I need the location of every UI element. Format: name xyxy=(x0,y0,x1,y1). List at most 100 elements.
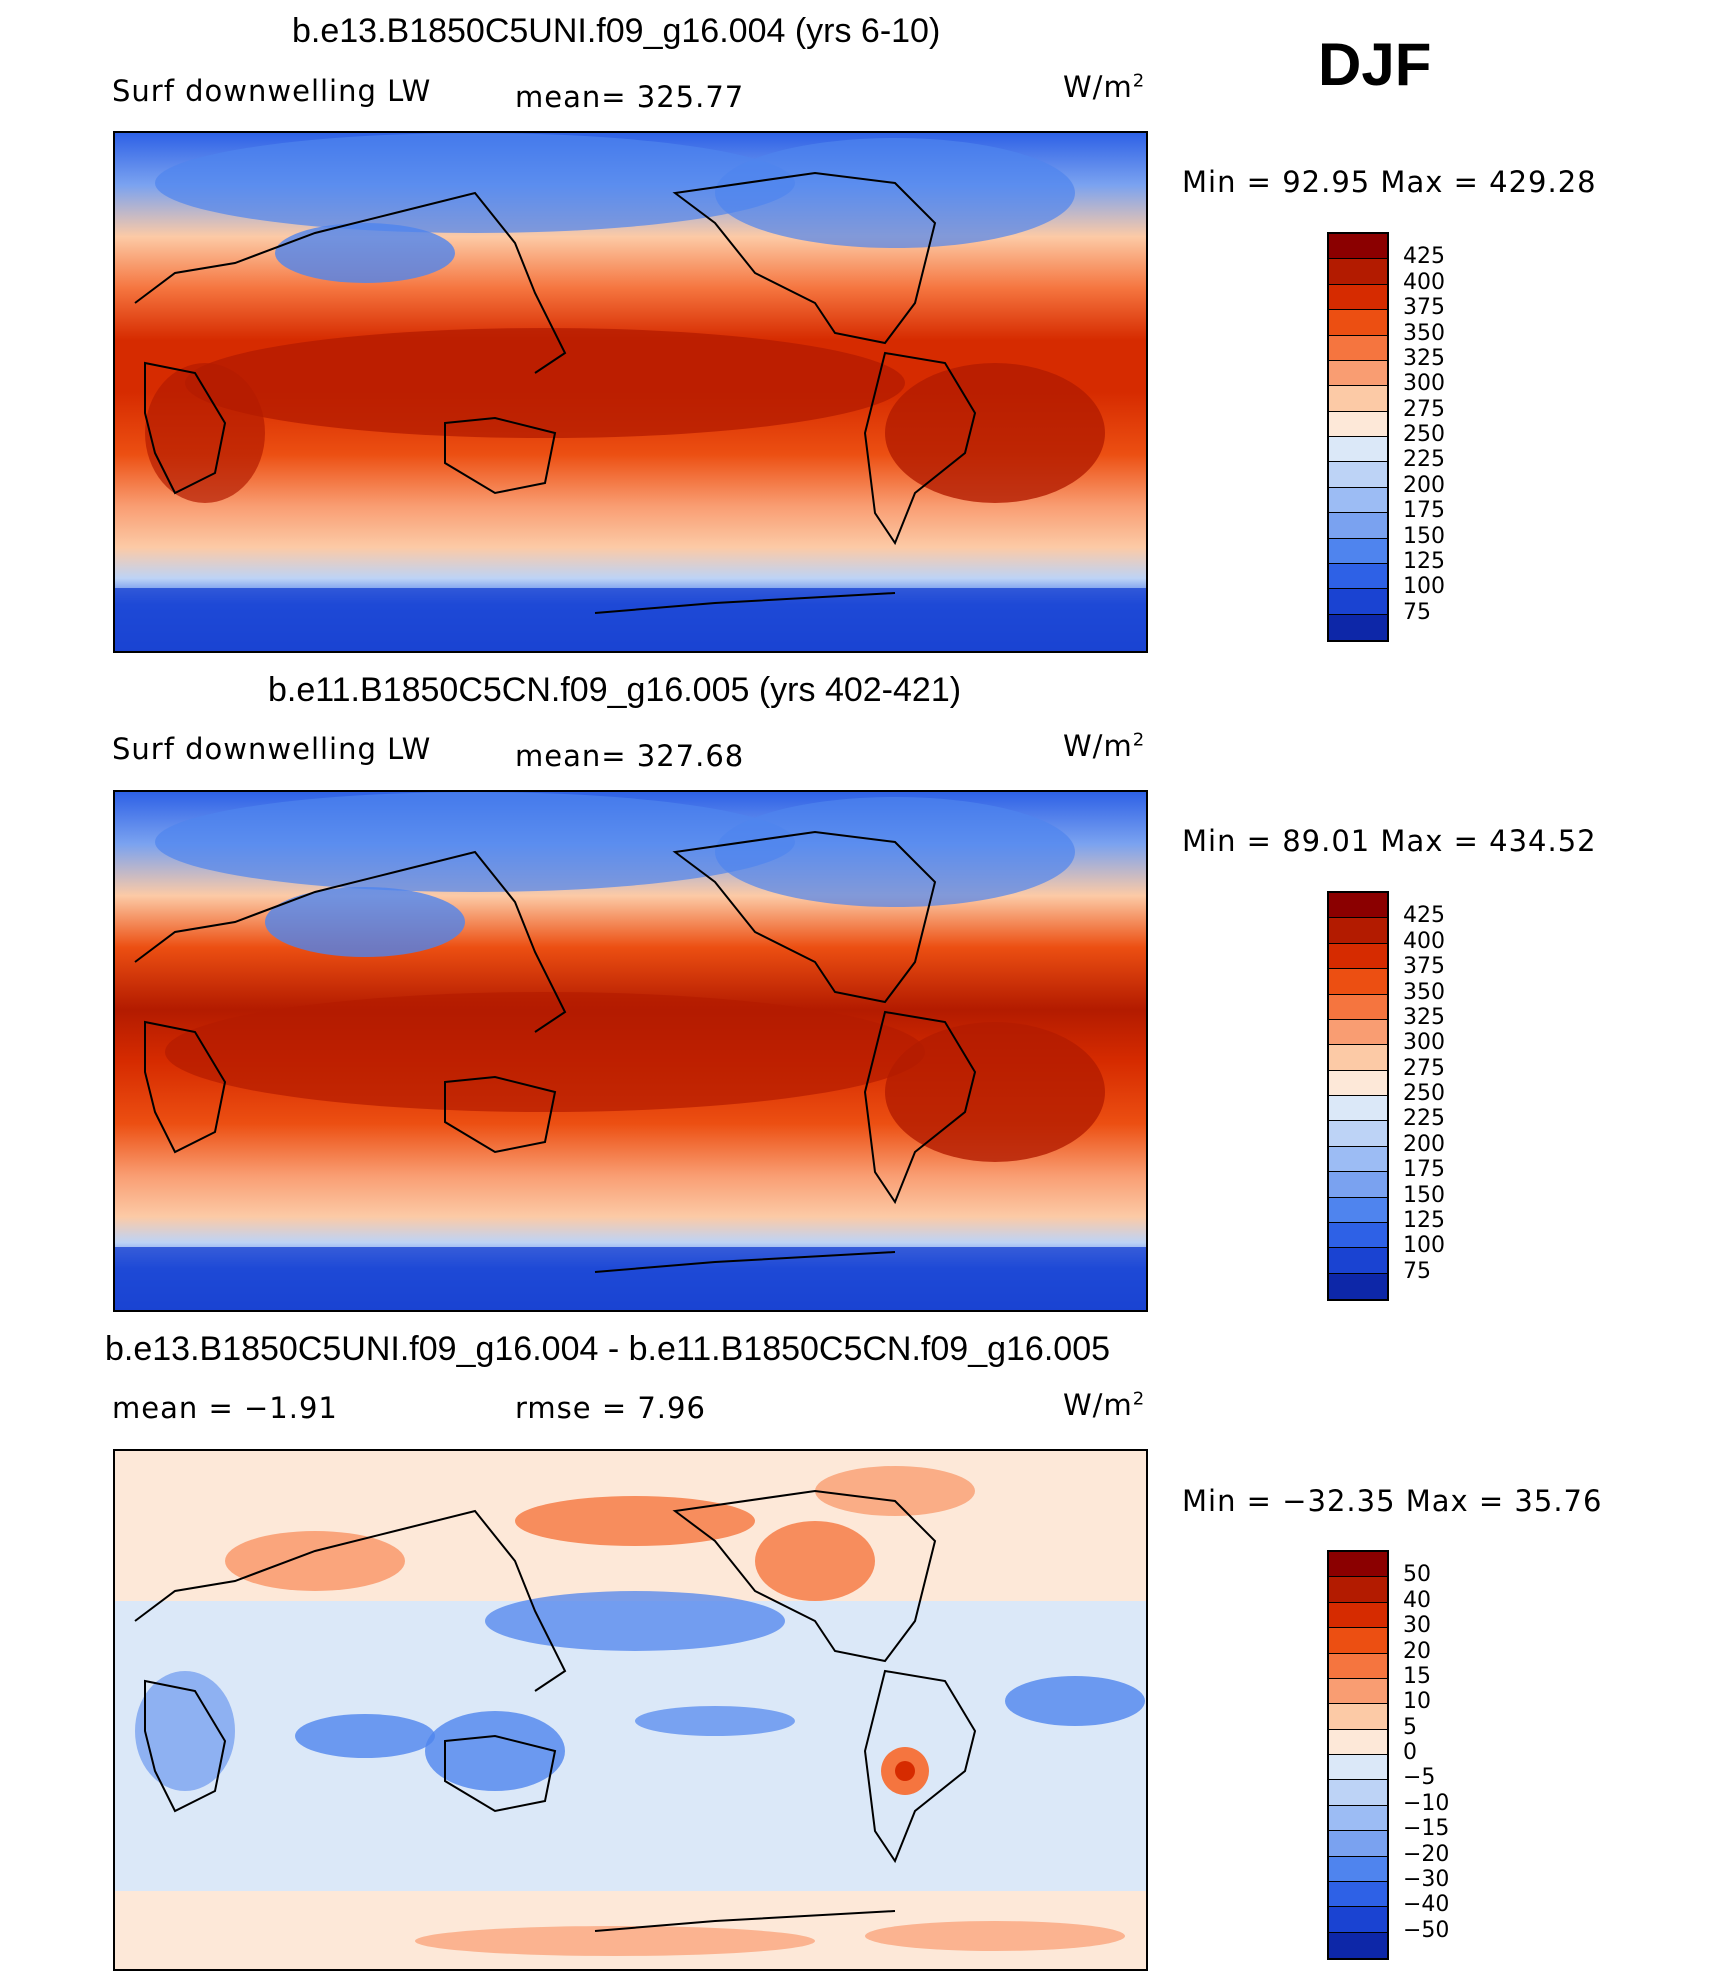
colorbar-box xyxy=(1329,1704,1387,1730)
colorbar-tick-label: 300 xyxy=(1403,371,1445,397)
colorbar-tick-label: 175 xyxy=(1403,1157,1445,1183)
colorbar-box xyxy=(1329,411,1387,437)
colorbar-box xyxy=(1329,969,1387,995)
panel-3-map-svg xyxy=(115,1451,1146,1969)
panel-1-colorbar xyxy=(1327,232,1389,642)
colorbar-tick-label: −20 xyxy=(1403,1841,1450,1867)
colorbar-tick-label: 30 xyxy=(1403,1613,1431,1639)
colorbar-box xyxy=(1329,994,1387,1020)
panel-2-units: W/m2 xyxy=(1063,729,1146,763)
colorbar-tick-label: 275 xyxy=(1403,1055,1445,1081)
colorbar-tick-label: 125 xyxy=(1403,548,1445,574)
colorbar-tick-label: −10 xyxy=(1403,1790,1450,1816)
colorbar-tick-label: 350 xyxy=(1403,320,1445,346)
colorbar-tick-label: 375 xyxy=(1403,954,1445,980)
colorbar-tick-label: 425 xyxy=(1403,244,1445,270)
panel-1-field-label: Surf downwelling LW xyxy=(112,74,432,108)
colorbar-box xyxy=(1329,360,1387,387)
colorbar-box xyxy=(1329,259,1387,285)
panel-2-minmax: Min = 89.01 Max = 434.52 xyxy=(1182,824,1597,858)
colorbar-tick-label: 20 xyxy=(1403,1638,1431,1664)
colorbar-box xyxy=(1329,1856,1387,1882)
colorbar-tick-label: 375 xyxy=(1403,295,1445,321)
colorbar-box xyxy=(1329,1121,1387,1147)
colorbar-tick-label: 250 xyxy=(1403,1081,1445,1106)
colorbar-tick-label: 10 xyxy=(1403,1689,1431,1715)
colorbar-tick-label: 0 xyxy=(1403,1740,1417,1765)
panel-3-map xyxy=(113,1449,1148,1971)
colorbar-box xyxy=(1329,1096,1387,1122)
colorbar-tick-label: 15 xyxy=(1403,1663,1431,1689)
colorbar-tick-label: 200 xyxy=(1403,1131,1445,1157)
colorbar-tick-label: 325 xyxy=(1403,345,1445,371)
colorbar-tick-label: −30 xyxy=(1403,1866,1450,1892)
colorbar-tick-label: −5 xyxy=(1403,1765,1436,1791)
panel-1-mean-label: mean= 325.77 xyxy=(515,80,745,114)
colorbar-box xyxy=(1329,386,1387,412)
colorbar-tick-label: 125 xyxy=(1403,1207,1445,1233)
colorbar-tick-label: 400 xyxy=(1403,928,1445,954)
colorbar-box xyxy=(1329,1755,1387,1781)
colorbar-box xyxy=(1329,1070,1387,1096)
colorbar-box xyxy=(1329,1780,1387,1806)
colorbar-box xyxy=(1329,1577,1387,1603)
colorbar-tick-label: 75 xyxy=(1403,599,1431,625)
colorbar-box xyxy=(1329,234,1387,260)
colorbar-box xyxy=(1329,1146,1387,1173)
panel-3-colorbar xyxy=(1327,1550,1389,1960)
panel-1-minmax: Min = 92.95 Max = 429.28 xyxy=(1182,165,1597,199)
season-label: DJF xyxy=(1318,31,1432,98)
colorbar-box xyxy=(1329,563,1387,590)
colorbar-tick-label: 5 xyxy=(1403,1714,1417,1740)
colorbar-tick-label: 300 xyxy=(1403,1030,1445,1056)
colorbar-box xyxy=(1329,1678,1387,1705)
panel-1-units: W/m2 xyxy=(1063,70,1146,104)
colorbar-tick-label: 225 xyxy=(1403,1106,1445,1132)
colorbar-box xyxy=(1329,1729,1387,1755)
colorbar-box xyxy=(1329,1805,1387,1832)
colorbar-box xyxy=(1329,335,1387,361)
colorbar-box xyxy=(1329,918,1387,944)
colorbar-box xyxy=(1329,462,1387,488)
colorbar-box xyxy=(1329,513,1387,539)
colorbar-tick-label: 175 xyxy=(1403,498,1445,524)
colorbar-tick-label: 275 xyxy=(1403,396,1445,422)
colorbar-tick-label: 400 xyxy=(1403,269,1445,295)
colorbar-tick-label: 50 xyxy=(1403,1562,1431,1588)
colorbar-box xyxy=(1329,487,1387,514)
colorbar-box xyxy=(1329,538,1387,564)
colorbar-tick-label: −50 xyxy=(1403,1917,1450,1943)
colorbar-box xyxy=(1329,1907,1387,1933)
colorbar-box xyxy=(1329,1248,1387,1274)
panel-3-mean-label: mean = −1.91 xyxy=(112,1391,338,1425)
colorbar-box xyxy=(1329,1628,1387,1654)
colorbar-box xyxy=(1329,943,1387,970)
colorbar-box xyxy=(1329,1881,1387,1908)
colorbar-box xyxy=(1329,437,1387,463)
colorbar-box xyxy=(1329,1045,1387,1071)
colorbar-tick-label: 225 xyxy=(1403,447,1445,473)
colorbar-box xyxy=(1329,1653,1387,1679)
colorbar-box xyxy=(1329,1222,1387,1249)
colorbar-box xyxy=(1329,1197,1387,1223)
colorbar-box xyxy=(1329,1602,1387,1629)
colorbar-box xyxy=(1329,284,1387,311)
colorbar-box xyxy=(1329,1172,1387,1198)
colorbar-tick-label: 75 xyxy=(1403,1258,1431,1284)
colorbar-box xyxy=(1329,1831,1387,1857)
colorbar-tick-label: −15 xyxy=(1403,1816,1450,1842)
panel-3-units: W/m2 xyxy=(1063,1388,1146,1422)
colorbar-box xyxy=(1329,1932,1387,1958)
colorbar-tick-label: 350 xyxy=(1403,979,1445,1005)
colorbar-tick-label: 250 xyxy=(1403,422,1445,447)
colorbar-tick-label: 100 xyxy=(1403,574,1445,600)
colorbar-box xyxy=(1329,1273,1387,1299)
panel-2-title: b.e11.B1850C5CN.f09_g16.005 (yrs 402-421… xyxy=(268,671,962,709)
panel-2-map-svg xyxy=(115,792,1146,1310)
colorbar-box xyxy=(1329,1019,1387,1046)
colorbar-tick-label: 150 xyxy=(1403,523,1445,549)
panel-2-map xyxy=(113,790,1148,1312)
colorbar-box xyxy=(1329,589,1387,615)
colorbar-box xyxy=(1329,893,1387,919)
panel-1-map-svg xyxy=(115,133,1146,651)
